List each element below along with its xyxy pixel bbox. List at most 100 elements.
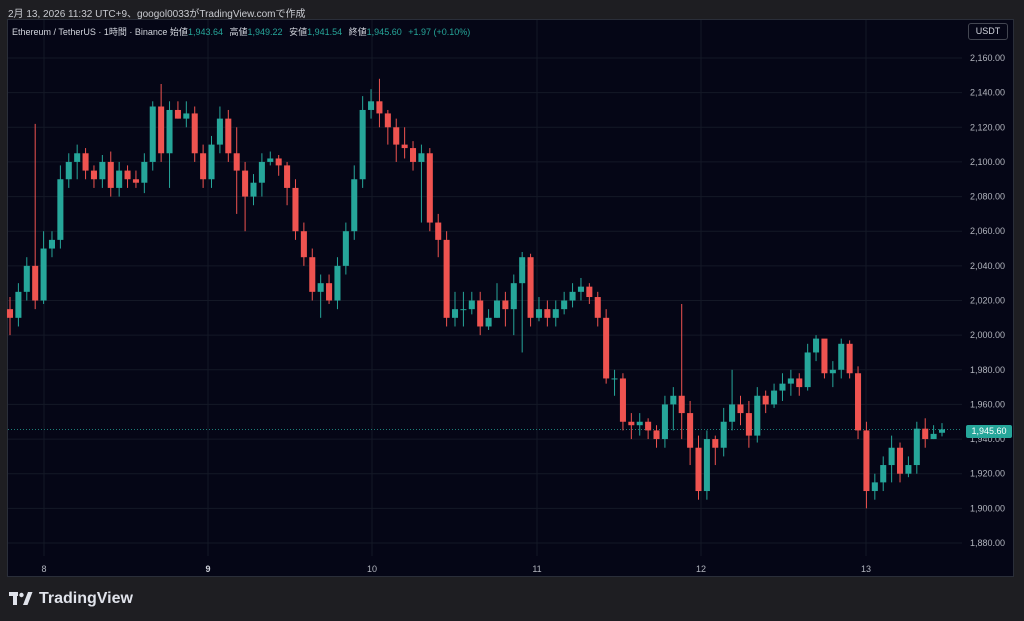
candle-body[interactable] — [309, 257, 316, 292]
candle-body[interactable] — [846, 343, 853, 374]
candle-body[interactable] — [821, 338, 828, 374]
tradingview-brand[interactable]: TradingView — [9, 590, 133, 608]
candle-body[interactable] — [233, 153, 240, 171]
candle-body[interactable] — [258, 161, 265, 183]
candle-body[interactable] — [561, 300, 568, 310]
candle-body[interactable] — [166, 109, 173, 154]
candle-body[interactable] — [771, 390, 778, 405]
candle-body[interactable] — [577, 286, 584, 292]
candle-body[interactable] — [267, 158, 274, 162]
candle-body[interactable] — [804, 352, 811, 388]
candle-body[interactable] — [913, 428, 920, 466]
candle-body[interactable] — [275, 158, 282, 166]
candle-body[interactable] — [493, 300, 501, 318]
candle-body[interactable] — [586, 286, 593, 298]
candle-body[interactable] — [48, 239, 56, 249]
candle-body[interactable] — [116, 170, 123, 188]
candle-body[interactable] — [208, 144, 215, 180]
candle-body[interactable] — [435, 222, 442, 240]
candle-body[interactable] — [703, 439, 710, 492]
candle-body[interactable] — [829, 369, 836, 374]
candle-body[interactable] — [855, 373, 862, 431]
candle-body[interactable] — [300, 231, 307, 258]
candle-body[interactable] — [678, 395, 685, 414]
candle-body[interactable] — [796, 378, 803, 388]
candle-body[interactable] — [745, 413, 752, 436]
candle-body[interactable] — [880, 465, 887, 483]
candle-body[interactable] — [720, 421, 727, 448]
candle-body[interactable] — [888, 447, 895, 466]
candle-body[interactable] — [519, 257, 526, 284]
candle-body[interactable] — [250, 182, 257, 197]
candle-body[interactable] — [15, 291, 22, 318]
candle-body[interactable] — [23, 265, 30, 292]
candle-body[interactable] — [544, 309, 551, 318]
candle-body[interactable] — [376, 101, 383, 114]
candle-body[interactable] — [905, 465, 912, 474]
candle-body[interactable] — [762, 395, 769, 405]
candle-body[interactable] — [40, 248, 47, 301]
currency-button[interactable]: USDT — [968, 23, 1008, 40]
candle-body[interactable] — [107, 161, 114, 188]
candle-body[interactable] — [619, 378, 626, 422]
candle-body[interactable] — [938, 429, 946, 433]
candle-body[interactable] — [754, 395, 761, 436]
candle-body[interactable] — [468, 300, 475, 310]
candle-body[interactable] — [384, 113, 391, 128]
chart-panel[interactable] — [7, 19, 1014, 577]
symbol-title[interactable]: Ethereum / TetherUS · 1時間 · Binance — [12, 27, 168, 37]
candle-body[interactable] — [158, 106, 165, 154]
candle-body[interactable] — [787, 378, 794, 384]
candle-body[interactable] — [292, 187, 299, 232]
candle-body[interactable] — [695, 447, 702, 492]
candle-body[interactable] — [527, 257, 534, 318]
candle-body[interactable] — [611, 378, 618, 380]
candle-body[interactable] — [779, 383, 786, 391]
candle-body[interactable] — [225, 118, 232, 154]
candle-body[interactable] — [645, 421, 652, 431]
candle-body[interactable] — [863, 430, 870, 492]
candle-body[interactable] — [32, 265, 39, 301]
candle-body[interactable] — [670, 395, 677, 405]
candle-body[interactable] — [603, 317, 610, 379]
candle-body[interactable] — [813, 338, 820, 353]
candle-body[interactable] — [401, 144, 408, 149]
candle-body[interactable] — [653, 430, 660, 440]
candle-body[interactable] — [628, 421, 635, 426]
candle-body[interactable] — [594, 297, 601, 318]
candle-body[interactable] — [636, 421, 643, 426]
candle-body[interactable] — [90, 170, 97, 180]
candle-body[interactable] — [124, 170, 131, 180]
candle-body[interactable] — [393, 127, 400, 145]
candle-body[interactable] — [351, 179, 358, 232]
candle-body[interactable] — [502, 300, 509, 310]
candle-body[interactable] — [6, 309, 14, 318]
candle-body[interactable] — [930, 433, 937, 440]
candle-body[interactable] — [368, 101, 375, 110]
candle-body[interactable] — [242, 170, 249, 197]
candle-body[interactable] — [451, 309, 459, 318]
candle-body[interactable] — [74, 153, 81, 162]
candle-body[interactable] — [99, 161, 106, 180]
candle-body[interactable] — [443, 239, 450, 318]
candle-body[interactable] — [661, 404, 668, 440]
candle-body[interactable] — [569, 291, 576, 301]
candle-body[interactable] — [57, 179, 64, 240]
candle-body[interactable] — [712, 439, 719, 448]
candle-body[interactable] — [132, 179, 139, 183]
candle-body[interactable] — [460, 309, 467, 311]
candle-body[interactable] — [191, 113, 198, 154]
candle-body[interactable] — [737, 404, 744, 414]
candle-body[interactable] — [871, 482, 878, 492]
candle-body[interactable] — [418, 153, 425, 162]
candle-body[interactable] — [141, 161, 148, 183]
candle-body[interactable] — [477, 300, 484, 327]
candle-body[interactable] — [510, 283, 517, 310]
candle-body[interactable] — [216, 118, 223, 145]
candle-body[interactable] — [342, 231, 349, 266]
candle-body[interactable] — [284, 165, 291, 188]
candle-body[interactable] — [326, 283, 333, 301]
candle-body[interactable] — [729, 404, 736, 422]
candle-body[interactable] — [65, 161, 72, 180]
